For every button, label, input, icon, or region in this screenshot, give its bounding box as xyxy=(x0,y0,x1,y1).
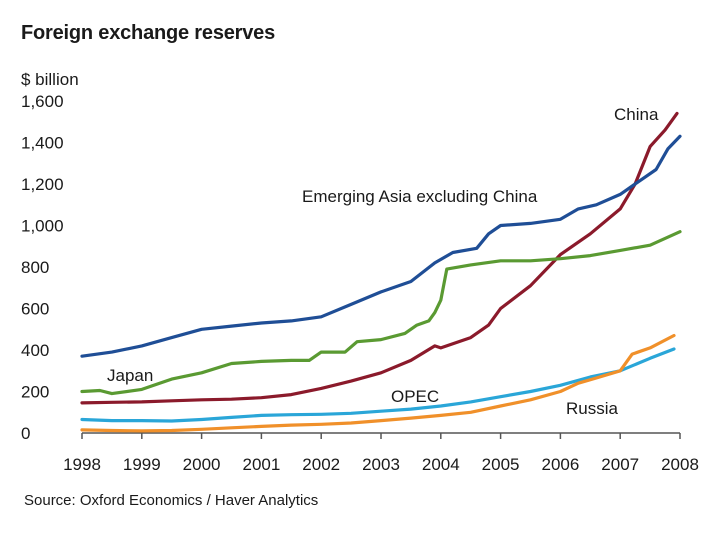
y-tick-label: 1,200 xyxy=(21,175,64,194)
series-line-japan xyxy=(80,230,682,396)
series-line-opec xyxy=(80,347,676,423)
x-tick-label: 2007 xyxy=(601,455,639,474)
y-tick-label: 200 xyxy=(21,383,49,402)
x-tick-label: 2004 xyxy=(422,455,460,474)
chart-title: Foreign exchange reserves xyxy=(21,22,276,44)
x-tick-label: 2005 xyxy=(482,455,520,474)
x-tick-label: 2003 xyxy=(362,455,400,474)
x-tick-label: 2002 xyxy=(302,455,340,474)
series-lines xyxy=(80,111,682,433)
y-tick-label: 1,400 xyxy=(21,134,64,153)
x-tick-label: 1999 xyxy=(123,455,161,474)
annotation-russia: Russia xyxy=(566,399,619,418)
series-line-emerging-asia-excluding-china xyxy=(80,134,682,358)
y-tick-label: 800 xyxy=(21,258,49,277)
annotation-china: China xyxy=(614,105,659,124)
x-tick-label: 2008 xyxy=(661,455,699,474)
y-axis: 0 200 400 600 800 1,000 1,200 1,400 1,600 xyxy=(21,92,64,443)
y-tick-label: 400 xyxy=(21,341,49,360)
annotation-japan: Japan xyxy=(107,366,153,385)
series-line-russia xyxy=(80,333,676,433)
x-tick-label: 1998 xyxy=(63,455,101,474)
series-line-china xyxy=(80,111,679,405)
y-tick-label: 1,000 xyxy=(21,217,64,236)
y-tick-label: 0 xyxy=(21,424,30,443)
x-tick-label: 2006 xyxy=(541,455,579,474)
series-annotations: China Emerging Asia excluding China Japan O… xyxy=(107,105,659,418)
source-note: Source: Oxford Economics / Haver Analyti… xyxy=(24,492,319,509)
x-axis: 1998 1999 2000 2001 2002 2003 2004 2005 2006 2007… xyxy=(63,432,699,474)
x-tick-label: 2001 xyxy=(242,455,280,474)
x-tick-label: 2000 xyxy=(183,455,221,474)
y-axis-unit-label: $ billion xyxy=(21,70,79,89)
y-tick-label: 1,600 xyxy=(21,92,64,111)
y-tick-label: 600 xyxy=(21,300,49,319)
annotation-emerging-asia-excluding-china: Emerging Asia excluding China xyxy=(302,187,538,206)
annotation-opec: OPEC xyxy=(391,387,439,406)
